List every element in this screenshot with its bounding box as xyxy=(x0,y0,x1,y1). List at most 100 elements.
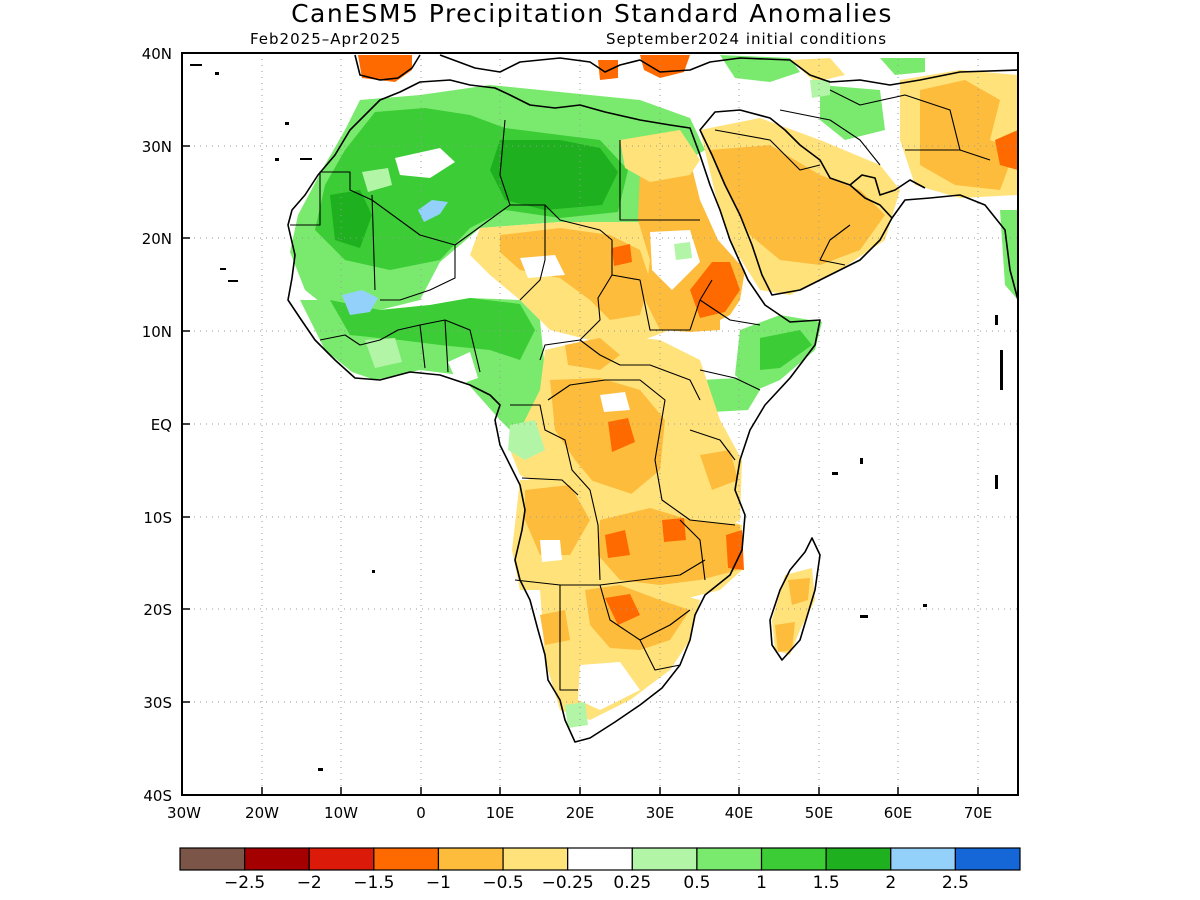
anomaly-patch xyxy=(790,58,845,82)
colorbar-swatches xyxy=(179,847,1021,871)
lat-label: 40S xyxy=(143,787,172,805)
anomaly-patch xyxy=(598,508,740,585)
longitude-labels: 30W 20W 10W 0 10E 20E 30E 40E 50E 60E 70… xyxy=(167,804,992,822)
colorbar-swatch xyxy=(825,847,892,871)
anomaly-patch xyxy=(608,418,635,452)
axis-ticks xyxy=(182,52,979,796)
anomaly-patch xyxy=(365,338,402,368)
anomaly-patch xyxy=(820,85,885,140)
lat-label: 10N xyxy=(142,323,172,341)
map-title: CanESM5 Precipitation Standard Anomalies xyxy=(291,0,893,28)
colorbar-label: 1 xyxy=(756,873,767,893)
colorbar-label: 1.5 xyxy=(813,873,840,893)
anomaly-patch xyxy=(395,148,455,178)
colorbar-swatch xyxy=(760,847,827,871)
colorbar-label: −1 xyxy=(426,873,451,893)
anomaly-patch xyxy=(640,55,690,78)
anomaly-patch xyxy=(612,244,632,266)
anomaly-patch xyxy=(760,330,812,370)
anomaly-fills xyxy=(290,55,1018,728)
madagascar-coastline xyxy=(769,537,821,661)
lon-label: 20E xyxy=(566,804,595,822)
colorbar-swatch xyxy=(890,847,956,871)
lat-label: 10S xyxy=(143,509,172,527)
anomaly-patch xyxy=(520,255,565,278)
lon-label: 10E xyxy=(486,804,515,822)
colorbar-label: 2.5 xyxy=(942,873,969,893)
asia-coastline xyxy=(891,194,1018,301)
anomaly-patch xyxy=(550,378,665,495)
initial-conditions: September2024 initial conditions xyxy=(606,30,887,48)
colorbar-swatch xyxy=(373,847,440,871)
anomaly-patch xyxy=(490,140,618,210)
lon-label: 30W xyxy=(167,804,201,822)
lon-label: 70E xyxy=(964,804,993,822)
anomaly-patch xyxy=(565,702,588,728)
anomaly-patch xyxy=(330,298,535,360)
anomaly-patch xyxy=(525,485,590,555)
lat-label: 30N xyxy=(142,138,172,156)
colorbar-swatch xyxy=(244,847,310,871)
coastlines xyxy=(287,54,1018,743)
colorbar-swatch xyxy=(567,847,633,871)
anomaly-patch xyxy=(810,80,830,98)
lon-label: 0 xyxy=(416,804,426,822)
anomaly-patch xyxy=(775,622,795,652)
colorbar: −2.5 −2 −1.5 −1 −0.5 −0.25 0.25 0.5 1 1.5 2 2.5 xyxy=(179,847,1021,893)
lat-label: 20S xyxy=(143,601,172,619)
lon-label: 40E xyxy=(725,804,754,822)
lon-label: 30E xyxy=(646,804,675,822)
anomaly-patch xyxy=(1000,210,1018,300)
latitude-labels: 40N 30N 20N 10N EQ 10S 20S 30S 40S xyxy=(142,45,172,805)
lat-label: 20N xyxy=(142,230,172,248)
anomaly-patch xyxy=(540,540,562,562)
colorbar-labels: −2.5 −2 −1.5 −1 −0.5 −0.25 0.25 0.5 1 1.5 2 2.5 xyxy=(224,873,969,893)
colorbar-swatch xyxy=(308,847,375,871)
forecast-period: Feb2025–Apr2025 xyxy=(250,30,401,48)
colorbar-label: −1.5 xyxy=(353,873,394,893)
anomaly-patch xyxy=(995,130,1018,170)
anomaly-patch xyxy=(358,55,412,82)
colorbar-label: −0.5 xyxy=(482,873,523,893)
graticule xyxy=(182,53,1018,795)
anomaly-patch xyxy=(448,352,478,385)
colorbar-label: −2 xyxy=(297,873,322,893)
anomaly-patch xyxy=(674,242,692,260)
colorbar-label: 2 xyxy=(885,873,896,893)
anomaly-patch xyxy=(578,662,640,710)
anomaly-patch xyxy=(700,378,760,412)
anomaly-patch xyxy=(418,200,448,222)
lat-label: 30S xyxy=(143,694,172,712)
colorbar-label: −0.25 xyxy=(542,873,594,893)
anomaly-patch xyxy=(605,530,630,558)
colorbar-swatch xyxy=(437,847,504,871)
colorbar-label: −2.5 xyxy=(224,873,265,893)
colorbar-swatch xyxy=(502,847,569,871)
anomaly-patch xyxy=(662,518,686,542)
lon-label: 60E xyxy=(884,804,913,822)
anomaly-patch xyxy=(605,594,640,625)
anomaly-patch xyxy=(690,262,740,318)
colorbar-swatch xyxy=(631,847,698,871)
anomaly-patch xyxy=(600,392,630,412)
country-borders xyxy=(290,89,991,691)
colorbar-swatch xyxy=(696,847,763,871)
colorbar-label: 0.25 xyxy=(613,873,651,893)
lon-label: 10W xyxy=(324,804,358,822)
lon-label: 50E xyxy=(805,804,834,822)
europe-coastline xyxy=(354,54,1018,86)
colorbar-label: 0.5 xyxy=(683,873,710,893)
anomaly-patch xyxy=(565,338,620,370)
lat-label: 40N xyxy=(142,45,172,63)
anomaly-patch xyxy=(720,55,800,82)
colorbar-swatch xyxy=(179,847,246,871)
anomaly-patch xyxy=(880,58,925,75)
lat-label: EQ xyxy=(151,416,172,434)
colorbar-swatch xyxy=(954,847,1021,871)
islands xyxy=(190,64,1003,771)
anomaly-patch xyxy=(710,145,885,265)
africa-coastline xyxy=(287,79,821,743)
anomaly-patch xyxy=(788,578,810,605)
anomaly-patch xyxy=(508,420,545,460)
